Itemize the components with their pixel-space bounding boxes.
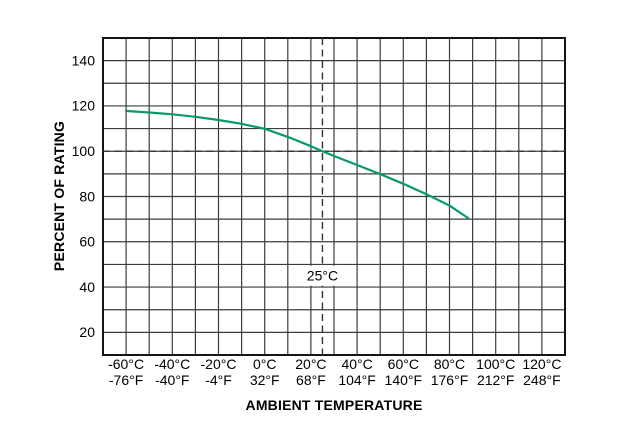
annotation-25c-label: 25°C xyxy=(307,268,338,284)
x-tick-fahrenheit: -40°F xyxy=(155,372,189,388)
annotation-background xyxy=(302,265,343,286)
x-tick-celsius: 40°C xyxy=(341,356,372,372)
derating-curve xyxy=(125,109,470,220)
x-tick-fahrenheit: 212°F xyxy=(477,372,515,388)
y-tick-label: 60 xyxy=(79,234,95,250)
plot-border xyxy=(102,37,566,356)
y-tick-label: 20 xyxy=(79,324,95,340)
x-tick-celsius: 0°C xyxy=(253,356,277,372)
y-tick-label: 100 xyxy=(72,143,96,159)
y-tick-label: 80 xyxy=(79,188,95,204)
y-axis-title: PERCENT OF RATING xyxy=(51,120,67,272)
x-tick-celsius: -20°C xyxy=(201,356,237,372)
x-tick-fahrenheit: 104°F xyxy=(338,372,376,388)
x-tick-fahrenheit: 32°F xyxy=(250,372,280,388)
x-tick-fahrenheit: 176°F xyxy=(431,372,469,388)
x-tick-celsius: 80°C xyxy=(434,356,465,372)
x-tick-celsius: 60°C xyxy=(388,356,419,372)
x-tick-fahrenheit: -4°F xyxy=(205,372,232,388)
x-tick-celsius: -60°C xyxy=(108,356,144,372)
y-tick-label: 140 xyxy=(72,52,96,68)
y-tick-label: 40 xyxy=(79,279,95,295)
x-tick-fahrenheit: 248°F xyxy=(523,372,561,388)
y-tick-label: 120 xyxy=(72,98,96,114)
x-tick-fahrenheit: -76°F xyxy=(109,372,143,388)
x-tick-celsius: 20°C xyxy=(295,356,326,372)
x-tick-celsius: 100°C xyxy=(476,356,515,372)
x-tick-celsius: 120°C xyxy=(522,356,561,372)
x-axis-title: AMBIENT TEMPERATURE xyxy=(245,397,423,413)
x-tick-fahrenheit: 68°F xyxy=(296,372,326,388)
x-tick-fahrenheit: 140°F xyxy=(385,372,423,388)
x-tick-celsius: -40°C xyxy=(154,356,190,372)
